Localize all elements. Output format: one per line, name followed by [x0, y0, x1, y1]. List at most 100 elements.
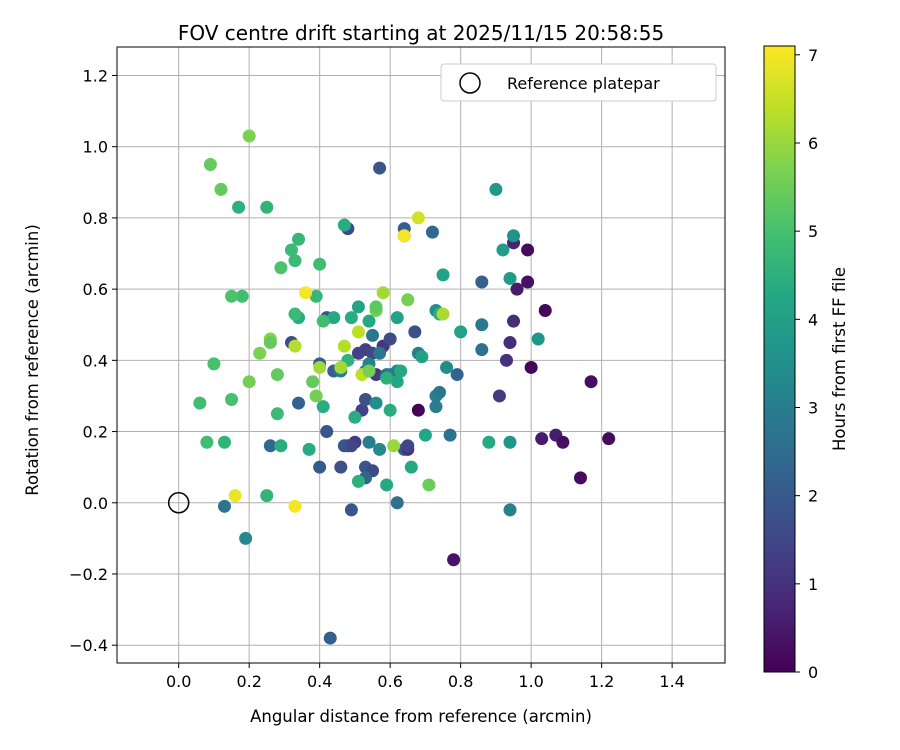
scatter-point [337, 339, 351, 353]
scatter-point [369, 396, 383, 410]
scatter-point [327, 311, 341, 325]
scatter-point [203, 158, 217, 172]
scatter-point [351, 346, 365, 360]
colorbar: 0 1 2 3 4 5 6 7 Hours from first FF file [763, 45, 849, 682]
scatter-point [288, 499, 302, 513]
scatter-point [531, 332, 545, 346]
scatter-point [334, 460, 348, 474]
scatter-point [496, 243, 510, 257]
y-tick-label: −0.2 [69, 565, 108, 584]
scatter-point [344, 503, 358, 517]
scatter-point [288, 254, 302, 268]
scatter-point [489, 182, 503, 196]
scatter-point [433, 385, 447, 399]
scatter-point [503, 435, 517, 449]
scatter-point [309, 389, 323, 403]
scatter-point [390, 375, 404, 389]
scatter-point [475, 318, 489, 332]
scatter-point [302, 442, 316, 456]
scatter-point [299, 286, 313, 300]
y-tick-label: 0.0 [83, 494, 108, 513]
scatter-point [270, 368, 284, 382]
scatter-point [475, 275, 489, 289]
scatter-point [507, 229, 521, 243]
scatter-point [383, 403, 397, 417]
reference-platepar-marker [167, 492, 190, 514]
scatter-point [510, 282, 524, 296]
scatter-point [292, 396, 306, 410]
scatter-point [225, 289, 239, 303]
scatter-point [242, 375, 256, 389]
scatter-point [499, 353, 513, 367]
scatter-point [235, 289, 249, 303]
scatter-point [503, 503, 517, 517]
scatter-point [408, 325, 422, 339]
scatter-point [436, 268, 450, 282]
scatter-point [387, 439, 401, 453]
scatter-point [369, 300, 383, 314]
scatter-point [253, 346, 267, 360]
scatter-point [380, 371, 394, 385]
x-tick-label: 0.0 [166, 672, 191, 691]
scatter-point [313, 360, 327, 374]
colorbar-tick-label: 2 [808, 487, 818, 506]
chart-title: FOV centre drift starting at 2025/11/15 … [178, 21, 664, 45]
colorbar-tick-label: 4 [808, 310, 818, 329]
scatter-point [242, 129, 256, 143]
scatter-point [429, 400, 443, 414]
plot-frame [116, 46, 726, 664]
x-tick-label: 1.4 [659, 672, 684, 691]
scatter-point [263, 336, 277, 350]
scatter-point [503, 336, 517, 350]
scatter-point [358, 393, 372, 407]
legend: Reference platepar [440, 63, 717, 102]
y-tick-label: −0.4 [69, 636, 108, 655]
scatter-point [306, 375, 320, 389]
scatter-point [535, 432, 549, 446]
plot-area: 0.0 0.2 0.4 0.6 0.8 1.0 1.2 1.4 −0.4−0.20.00.20… [69, 46, 726, 691]
y-tick-label: 0.6 [83, 280, 108, 299]
scatter-point [401, 293, 415, 307]
y-tick-label: 0.4 [83, 351, 108, 370]
scatter-point [323, 631, 337, 645]
scatter-point [376, 286, 390, 300]
scatter-point [232, 200, 246, 214]
scatter-point [313, 257, 327, 271]
scatter-point [288, 307, 302, 321]
scatter-point [263, 439, 277, 453]
scatter-point [380, 478, 394, 492]
scatter-point [521, 243, 535, 257]
scatter-point [193, 396, 207, 410]
scatter-point [440, 360, 454, 374]
y-tick-label: 0.8 [83, 209, 108, 228]
y-tick-label: 0.2 [83, 423, 108, 442]
scatter-point [492, 389, 506, 403]
y-tick-label: 1.2 [83, 66, 108, 85]
colorbar-tick-label: 1 [808, 575, 818, 594]
scatter-point [394, 364, 408, 378]
x-tick-label: 0.4 [307, 672, 332, 691]
scatter-point [383, 332, 397, 346]
scatter-point [351, 325, 365, 339]
scatter-point [200, 435, 214, 449]
scatter-point [228, 489, 242, 503]
scatter-point [351, 300, 365, 314]
scatter-point [373, 346, 387, 360]
colorbar-tick-label: 3 [808, 398, 818, 417]
scatter-point [524, 360, 538, 374]
colorbar-tick-label: 6 [808, 134, 818, 153]
scatter-point [425, 225, 439, 239]
scatter-point [274, 439, 288, 453]
scatter-point [422, 478, 436, 492]
scatter-point [344, 439, 358, 453]
legend-reference-label: Reference platepar [507, 74, 660, 93]
scatter-point [218, 499, 232, 513]
scatter-point [313, 460, 327, 474]
scatter-point [351, 474, 365, 488]
scatter-point [507, 314, 521, 328]
scatter-point [239, 531, 253, 545]
scatter-point [288, 339, 302, 353]
colorbar-tick-label: 0 [808, 663, 818, 682]
x-tick-label: 0.8 [448, 672, 473, 691]
